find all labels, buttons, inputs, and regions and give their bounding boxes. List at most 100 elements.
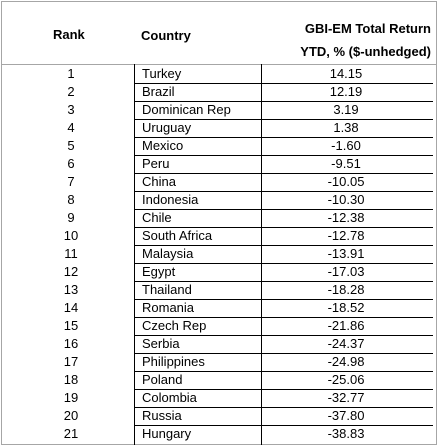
return-cell: -12.38 — [327, 210, 365, 225]
row-gridline — [134, 299, 433, 300]
row-gridline — [134, 173, 433, 174]
row-gridline — [134, 335, 433, 336]
row-gridline — [134, 281, 433, 282]
country-cell: Poland — [142, 372, 183, 387]
header-total-return-line2: YTD, % ($-unhedged) — [300, 44, 431, 59]
return-cell: 14.15 — [329, 66, 363, 81]
table-row: 12 Egypt -17.03 — [1, 263, 437, 281]
table-header: Rank Country GBI-EM Total Return YTD, % … — [1, 1, 437, 64]
rank-cell: 19 — [63, 390, 79, 405]
return-cell: -24.37 — [327, 336, 365, 351]
country-cell: Hungary — [142, 426, 192, 441]
header-divider — [1, 64, 437, 65]
country-cell: Turkey — [142, 66, 182, 81]
country-cell: Dominican Rep — [142, 102, 231, 117]
table-row: 1 Turkey 14.15 — [1, 65, 437, 83]
rank-cell: 12 — [63, 264, 79, 279]
table-row: 13 Thailand -18.28 — [1, 281, 437, 299]
row-gridline — [134, 101, 433, 102]
row-gridline — [134, 137, 433, 138]
table-row: 2 Brazil 12.19 — [1, 83, 437, 101]
return-cell: -10.30 — [327, 192, 365, 207]
country-cell: China — [142, 174, 176, 189]
row-gridline — [134, 425, 433, 426]
table-row: 14 Romania -18.52 — [1, 299, 437, 317]
rank-cell: 13 — [63, 282, 79, 297]
table-row: 5 Mexico -1.60 — [1, 137, 437, 155]
table-row: 15 Czech Rep -21.86 — [1, 317, 437, 335]
row-gridline — [134, 191, 433, 192]
rank-cell: 7 — [67, 174, 75, 189]
return-cell: 3.19 — [333, 102, 359, 117]
return-cell: -18.52 — [327, 300, 365, 315]
country-cell: Uruguay — [142, 120, 192, 135]
table-row: 21 Hungary -38.83 — [1, 425, 437, 443]
return-cell: 12.19 — [329, 84, 363, 99]
row-gridline — [134, 227, 433, 228]
rank-cell: 21 — [63, 426, 79, 441]
country-cell: Malaysia — [142, 246, 194, 261]
header-total-return-line1: GBI-EM Total Return — [304, 21, 431, 36]
rank-cell: 8 — [67, 192, 75, 207]
table-row: 6 Peru -9.51 — [1, 155, 437, 173]
rank-cell: 18 — [63, 372, 79, 387]
return-cell: -9.51 — [331, 156, 361, 171]
row-gridline — [134, 389, 433, 390]
table-row: 10 South Africa -12.78 — [1, 227, 437, 245]
rank-cell: 2 — [67, 84, 75, 99]
rank-cell: 9 — [67, 210, 75, 225]
return-cell: -17.03 — [327, 264, 365, 279]
rank-cell: 1 — [67, 66, 75, 81]
rank-cell: 17 — [63, 354, 79, 369]
table-row: 16 Serbia -24.37 — [1, 335, 437, 353]
row-gridline — [134, 317, 433, 318]
row-gridline — [134, 407, 433, 408]
column-divider-return — [261, 64, 262, 445]
rank-cell: 15 — [63, 318, 79, 333]
header-country: Country — [141, 28, 191, 43]
country-cell: Philippines — [142, 354, 205, 369]
country-cell: Thailand — [142, 282, 192, 297]
table-row: 20 Russia -37.80 — [1, 407, 437, 425]
rank-cell: 14 — [63, 300, 79, 315]
country-cell: Russia — [142, 408, 182, 423]
row-gridline — [134, 155, 433, 156]
return-cell: -10.05 — [327, 174, 365, 189]
country-cell: Chile — [142, 210, 172, 225]
country-cell: Peru — [142, 156, 170, 171]
table-row: 19 Colombia -32.77 — [1, 389, 437, 407]
table-row: 4 Uruguay 1.38 — [1, 119, 437, 137]
table-body: 1 Turkey 14.15 2 Brazil 12.19 3 Dominican Rep 3.… — [1, 65, 437, 443]
table-row: 18 Poland -25.06 — [1, 371, 437, 389]
country-cell: Indonesia — [142, 192, 199, 207]
country-cell: South Africa — [142, 228, 213, 243]
country-cell: Mexico — [142, 138, 184, 153]
return-cell: 1.38 — [333, 120, 359, 135]
return-cell: -38.83 — [327, 426, 365, 441]
return-cell: -37.80 — [327, 408, 365, 423]
country-cell: Egypt — [142, 264, 176, 279]
table-row: 3 Dominican Rep 3.19 — [1, 101, 437, 119]
country-cell: Brazil — [142, 84, 175, 99]
row-gridline — [134, 209, 433, 210]
rank-cell: 3 — [67, 102, 75, 117]
header-total-return: GBI-EM Total Return YTD, % ($-unhedged) — [263, 17, 431, 63]
table-row: 8 Indonesia -10.30 — [1, 191, 437, 209]
table-frame — [1, 1, 437, 445]
header-rank: Rank — [53, 27, 85, 42]
country-cell: Colombia — [142, 390, 197, 405]
return-cell: -1.60 — [331, 138, 361, 153]
rank-cell: 10 — [63, 228, 79, 243]
return-cell: -25.06 — [327, 372, 365, 387]
return-cell: -12.78 — [327, 228, 365, 243]
row-gridline — [134, 371, 433, 372]
country-cell: Romania — [142, 300, 195, 315]
rank-cell: 6 — [67, 156, 75, 171]
return-cell: -21.86 — [327, 318, 365, 333]
country-cell: Czech Rep — [142, 318, 207, 333]
rank-cell: 20 — [63, 408, 79, 423]
row-gridline — [134, 245, 433, 246]
rank-cell: 5 — [67, 138, 75, 153]
rank-cell: 16 — [63, 336, 79, 351]
table-row: 7 China -10.05 — [1, 173, 437, 191]
